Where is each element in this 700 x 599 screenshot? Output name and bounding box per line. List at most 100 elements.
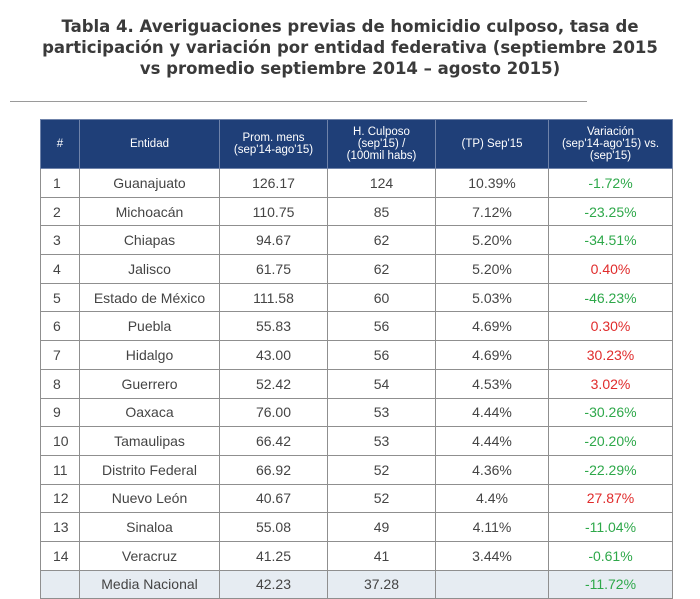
cell-number: 8 bbox=[40, 368, 80, 399]
cell-number: 3 bbox=[40, 225, 80, 256]
header-number: # bbox=[40, 119, 80, 169]
cell-tp: 4.44% bbox=[435, 397, 549, 428]
cell-tp: 4.4% bbox=[435, 483, 549, 514]
cell-culposo: 62 bbox=[327, 254, 436, 284]
cell-prom-mens: 76.00 bbox=[219, 397, 328, 428]
cell-variacion: 3.02% bbox=[548, 368, 673, 399]
cell-culposo: 37.28 bbox=[327, 569, 436, 599]
cell-culposo: 124 bbox=[327, 168, 436, 198]
table-row: 9 Oaxaca 76.00 53 4.44% -30.26% bbox=[40, 397, 673, 428]
cell-entidad: Nuevo León bbox=[79, 483, 220, 514]
cell-prom-mens: 40.67 bbox=[219, 483, 328, 514]
cell-prom-mens: 66.42 bbox=[219, 426, 328, 456]
cell-culposo: 41 bbox=[327, 540, 436, 571]
cell-culposo: 53 bbox=[327, 426, 436, 456]
cell-number: 10 bbox=[40, 426, 80, 456]
table-body: 1 Guanajuato 126.17 124 10.39% -1.72% 2 Michoac… bbox=[40, 168, 673, 599]
cell-tp: 3.44% bbox=[435, 540, 549, 571]
cell-entidad: Puebla bbox=[79, 311, 220, 342]
cell-culposo: 56 bbox=[327, 340, 436, 370]
data-table: # Entidad Prom. mens (sep'14-ago'15) H. … bbox=[40, 119, 673, 599]
cell-prom-mens: 110.75 bbox=[219, 196, 328, 227]
cell-prom-mens: 61.75 bbox=[219, 254, 328, 284]
cell-entidad: Michoacán bbox=[79, 196, 220, 227]
cell-variacion: -46.23% bbox=[548, 282, 673, 313]
cell-variacion: -11.72% bbox=[548, 569, 673, 599]
cell-tp: 4.11% bbox=[435, 512, 549, 542]
cell-variacion: 30.23% bbox=[548, 340, 673, 370]
table-row: 1 Guanajuato 126.17 124 10.39% -1.72% bbox=[40, 168, 673, 198]
cell-prom-mens: 52.42 bbox=[219, 368, 328, 399]
cell-entidad: Estado de México bbox=[79, 282, 220, 313]
cell-variacion: 0.40% bbox=[548, 254, 673, 284]
cell-culposo: 60 bbox=[327, 282, 436, 313]
table-row: 3 Chiapas 94.67 62 5.20% -34.51% bbox=[40, 225, 673, 256]
cell-entidad: Hidalgo bbox=[79, 340, 220, 370]
cell-prom-mens: 42.23 bbox=[219, 569, 328, 599]
header-culposo: H. Culposo (sep'15) / (100mil habs) bbox=[327, 119, 436, 169]
cell-culposo: 54 bbox=[327, 368, 436, 399]
header-prom-mens: Prom. mens (sep'14-ago'15) bbox=[219, 119, 328, 169]
cell-tp: 4.69% bbox=[435, 340, 549, 370]
cell-tp: 4.44% bbox=[435, 426, 549, 456]
cell-prom-mens: 55.08 bbox=[219, 512, 328, 542]
cell-prom-mens: 55.83 bbox=[219, 311, 328, 342]
cell-variacion: -11.04% bbox=[548, 512, 673, 542]
table-row: 8 Guerrero 52.42 54 4.53% 3.02% bbox=[40, 368, 673, 399]
cell-tp: 4.69% bbox=[435, 311, 549, 342]
cell-variacion: -1.72% bbox=[548, 168, 673, 198]
table-row: 2 Michoacán 110.75 85 7.12% -23.25% bbox=[40, 196, 673, 227]
cell-number: 7 bbox=[40, 340, 80, 370]
cell-number: 12 bbox=[40, 483, 80, 514]
cell-variacion: -20.20% bbox=[548, 426, 673, 456]
cell-tp: 5.20% bbox=[435, 254, 549, 284]
title-divider bbox=[10, 101, 587, 102]
cell-entidad: Distrito Federal bbox=[79, 454, 220, 485]
table-row: 4 Jalisco 61.75 62 5.20% 0.40% bbox=[40, 254, 673, 284]
cell-tp: 4.36% bbox=[435, 454, 549, 485]
table-row: 6 Puebla 55.83 56 4.69% 0.30% bbox=[40, 311, 673, 342]
cell-tp: 10.39% bbox=[435, 168, 549, 198]
cell-prom-mens: 111.58 bbox=[219, 282, 328, 313]
cell-number: 6 bbox=[40, 311, 80, 342]
cell-variacion: -34.51% bbox=[548, 225, 673, 256]
header-tp: (TP) Sep'15 bbox=[435, 119, 549, 169]
cell-entidad: Oaxaca bbox=[79, 397, 220, 428]
cell-prom-mens: 66.92 bbox=[219, 454, 328, 485]
title-line-1: Tabla 4. Averiguaciones previas de homic… bbox=[61, 17, 639, 36]
title-line-2: participación y variación por entidad fe… bbox=[42, 38, 658, 57]
table-row: 7 Hidalgo 43.00 56 4.69% 30.23% bbox=[40, 340, 673, 370]
cell-prom-mens: 41.25 bbox=[219, 540, 328, 571]
cell-entidad: Veracruz bbox=[79, 540, 220, 571]
cell-variacion: -22.29% bbox=[548, 454, 673, 485]
cell-tp: 5.20% bbox=[435, 225, 549, 256]
cell-variacion: -30.26% bbox=[548, 397, 673, 428]
cell-culposo: 53 bbox=[327, 397, 436, 428]
cell-prom-mens: 126.17 bbox=[219, 168, 328, 198]
cell-tp: 5.03% bbox=[435, 282, 549, 313]
cell-tp: 4.53% bbox=[435, 368, 549, 399]
cell-culposo: 49 bbox=[327, 512, 436, 542]
cell-culposo: 85 bbox=[327, 196, 436, 227]
cell-variacion: 0.30% bbox=[548, 311, 673, 342]
cell-number: 9 bbox=[40, 397, 80, 428]
cell-tp bbox=[435, 569, 549, 599]
cell-number: 13 bbox=[40, 512, 80, 542]
title-line-3: vs promedio septiembre 2014 – agosto 201… bbox=[139, 59, 561, 78]
table-row: 11 Distrito Federal 66.92 52 4.36% -22.29% bbox=[40, 454, 673, 485]
cell-variacion: -23.25% bbox=[548, 196, 673, 227]
cell-variacion: -0.61% bbox=[548, 540, 673, 571]
cell-prom-mens: 43.00 bbox=[219, 340, 328, 370]
cell-number: 4 bbox=[40, 254, 80, 284]
cell-number bbox=[40, 569, 80, 599]
table-row: 13 Sinaloa 55.08 49 4.11% -11.04% bbox=[40, 512, 673, 542]
table-row: 5 Estado de México 111.58 60 5.03% -46.23% bbox=[40, 282, 673, 313]
header-entidad: Entidad bbox=[79, 119, 220, 169]
header-row: # Entidad Prom. mens (sep'14-ago'15) H. … bbox=[40, 119, 673, 169]
cell-variacion: 27.87% bbox=[548, 483, 673, 514]
cell-prom-mens: 94.67 bbox=[219, 225, 328, 256]
cell-entidad: Jalisco bbox=[79, 254, 220, 284]
cell-number: 1 bbox=[40, 168, 80, 198]
cell-culposo: 56 bbox=[327, 311, 436, 342]
cell-culposo: 52 bbox=[327, 454, 436, 485]
